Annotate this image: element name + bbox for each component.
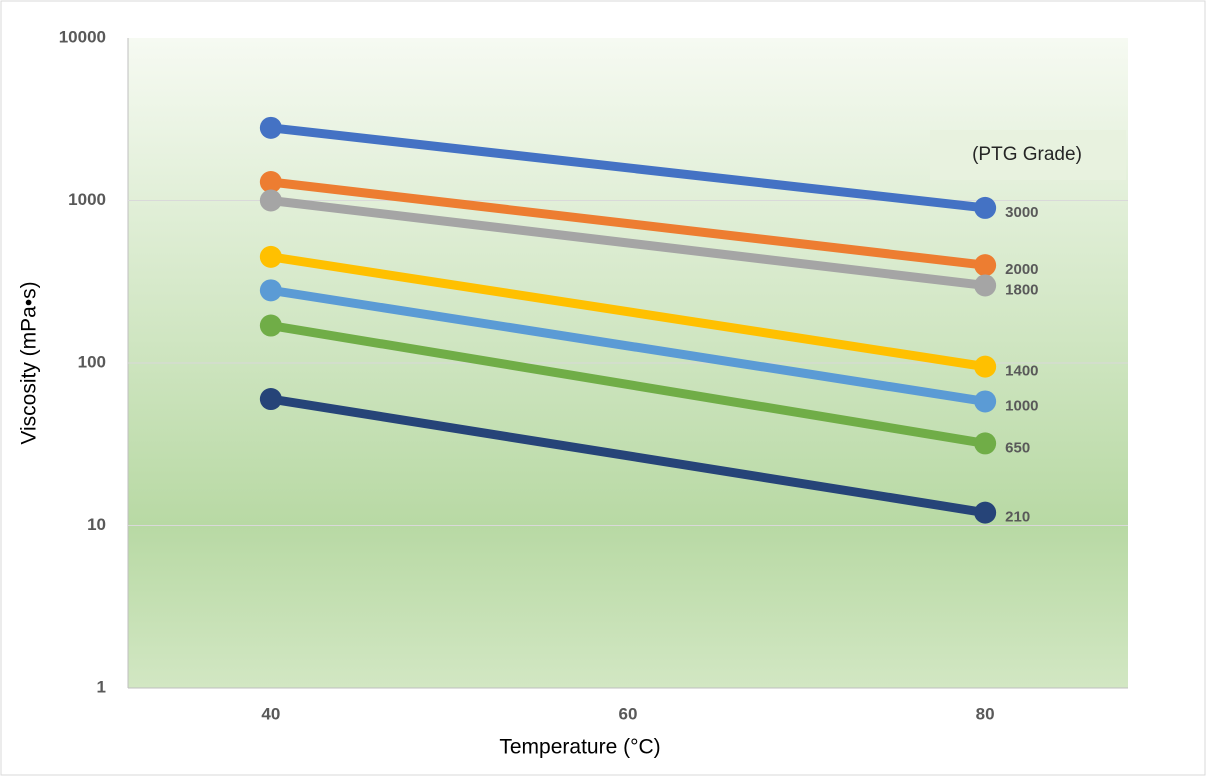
series-line bbox=[266, 123, 990, 213]
series-label: 650 bbox=[1005, 439, 1030, 456]
point bbox=[259, 388, 282, 411]
series-line bbox=[266, 321, 990, 448]
series-label: 1000 bbox=[1005, 397, 1038, 414]
series-label: 210 bbox=[1005, 509, 1030, 526]
point bbox=[974, 196, 997, 219]
x-tick-label: 60 bbox=[619, 704, 638, 723]
legend-title-box bbox=[930, 130, 1126, 180]
series-line bbox=[266, 196, 990, 290]
point bbox=[974, 254, 997, 277]
y-tick-label: 10000 bbox=[59, 27, 106, 46]
series-label: 3000 bbox=[1005, 204, 1038, 221]
series-label: 1400 bbox=[1005, 363, 1038, 380]
point bbox=[974, 390, 997, 413]
y-tick-label: 100 bbox=[78, 352, 106, 371]
y-axis-title: Viscosity (mPa•s) bbox=[18, 281, 41, 444]
point bbox=[974, 355, 997, 378]
series-line bbox=[266, 285, 990, 406]
series-line bbox=[266, 394, 990, 518]
point bbox=[259, 116, 282, 139]
legend-title: (PTG Grade) bbox=[972, 144, 1082, 165]
point bbox=[259, 279, 282, 302]
point bbox=[259, 314, 282, 337]
point bbox=[259, 170, 282, 193]
point bbox=[974, 501, 997, 524]
series-line bbox=[266, 252, 990, 372]
point bbox=[259, 189, 282, 212]
point bbox=[974, 432, 997, 455]
point bbox=[259, 245, 282, 268]
series-label: 1800 bbox=[1005, 281, 1038, 298]
series-label: 2000 bbox=[1005, 261, 1038, 278]
y-tick-label: 1000 bbox=[68, 190, 106, 209]
point bbox=[974, 274, 997, 297]
y-tick-label: 10 bbox=[87, 515, 106, 534]
x-tick-label: 80 bbox=[976, 704, 995, 723]
x-axis-title: Temperature (°C) bbox=[499, 736, 660, 759]
y-tick-label: 1 bbox=[97, 677, 106, 696]
x-tick-label: 40 bbox=[261, 704, 280, 723]
series-line bbox=[266, 177, 990, 270]
